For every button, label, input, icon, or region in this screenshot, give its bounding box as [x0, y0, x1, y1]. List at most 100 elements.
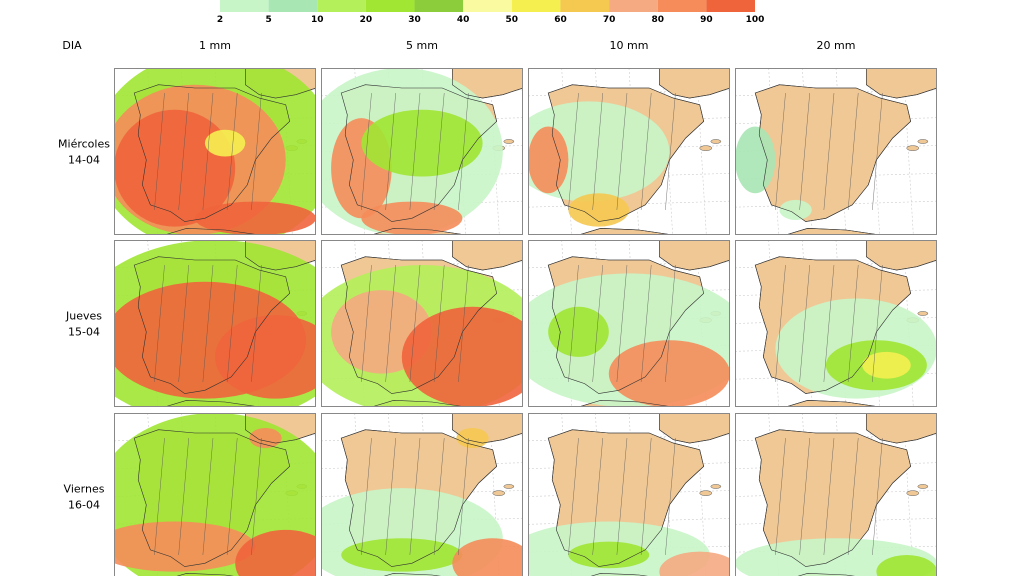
province-border: [226, 93, 238, 210]
row-date: 15-04: [68, 326, 100, 339]
province-border: [823, 265, 835, 382]
coastline: [865, 240, 937, 271]
province-border: [458, 438, 469, 555]
province-border: [872, 93, 883, 210]
corner-header: DIA: [62, 39, 82, 52]
island: [917, 484, 929, 489]
legend-swatch: [317, 0, 366, 12]
legend-label: 5: [266, 15, 272, 25]
panel-frame: [528, 413, 730, 576]
island: [503, 139, 515, 144]
legend-label: 30: [408, 15, 421, 25]
legend-swatch: [560, 0, 610, 12]
province-border: [178, 93, 189, 210]
rain-area: [341, 538, 463, 572]
legend-swatch: [220, 0, 269, 12]
province-border: [616, 265, 628, 382]
province-border: [592, 265, 603, 382]
coastline: [371, 227, 467, 235]
rain-area: [249, 428, 282, 449]
province-border: [823, 438, 835, 555]
province-border: [361, 93, 372, 210]
province-border: [409, 438, 421, 555]
map-panel: [321, 413, 523, 576]
province-border: [409, 93, 421, 210]
province-border: [361, 438, 372, 555]
panel-frame: [735, 413, 937, 576]
province-border: [226, 265, 238, 382]
legend-label: 40: [457, 15, 470, 25]
coastline: [133, 256, 291, 394]
map-panel: [735, 240, 937, 407]
coastline: [578, 399, 674, 407]
map-panel: [114, 240, 316, 407]
coastline: [865, 413, 937, 444]
province-border: [226, 438, 238, 555]
row-date: 14-04: [68, 154, 100, 167]
rain-area: [862, 351, 911, 379]
legend-label: 10: [311, 15, 324, 25]
province-border: [640, 265, 652, 382]
province-border: [154, 265, 165, 382]
province-border: [178, 265, 189, 382]
rain-area: [215, 315, 316, 399]
rain-area: [401, 306, 523, 407]
coastline: [785, 227, 881, 235]
legend-swatch: [414, 0, 464, 12]
column-header: 5 mm: [406, 39, 438, 52]
panel-frame: [321, 240, 523, 407]
legend-label: 50: [506, 15, 519, 25]
rain-area: [548, 306, 609, 357]
province-border: [823, 93, 835, 210]
map-panel: [321, 240, 523, 407]
coastline: [547, 256, 705, 394]
province-border: [775, 265, 786, 382]
coastline: [578, 227, 674, 235]
province-border: [202, 438, 214, 555]
rain-area: [659, 551, 730, 576]
legend-swatch: [463, 0, 512, 12]
rain-area: [235, 529, 316, 576]
province-border: [154, 438, 165, 555]
panel-frame: [114, 240, 316, 407]
island: [699, 145, 713, 151]
province-border: [202, 93, 214, 210]
panel-frame: [114, 413, 316, 576]
rain-area: [568, 541, 650, 569]
coastline: [658, 240, 730, 271]
row-day: Viernes: [64, 483, 105, 496]
rain-area: [608, 340, 730, 407]
panel-frame: [735, 68, 937, 235]
province-border: [847, 93, 859, 210]
legend-swatch: [609, 0, 658, 12]
province-border: [251, 265, 262, 382]
province-border: [409, 265, 421, 382]
island: [699, 490, 713, 496]
province-border: [872, 438, 883, 555]
coastline: [754, 256, 912, 394]
legend-swatch: [268, 0, 318, 12]
coastline: [164, 399, 260, 407]
island: [492, 490, 506, 496]
province-border: [568, 438, 579, 555]
rain-area: [735, 126, 776, 194]
map-panel: [528, 68, 730, 235]
panel-frame: [321, 68, 523, 235]
legend-label: 80: [651, 15, 664, 25]
province-border: [385, 93, 396, 210]
province-border: [568, 93, 579, 210]
coastline: [371, 399, 467, 407]
coastline: [658, 413, 730, 444]
coastline: [245, 413, 316, 444]
coastline: [340, 429, 498, 567]
coastline: [340, 256, 498, 394]
island: [906, 145, 920, 151]
province-border: [799, 265, 810, 382]
panel-frame: [528, 68, 730, 235]
panel-frame: [528, 240, 730, 407]
province-border: [640, 93, 652, 210]
rain-area: [194, 201, 316, 235]
coastline: [340, 84, 498, 222]
province-border: [361, 265, 372, 382]
